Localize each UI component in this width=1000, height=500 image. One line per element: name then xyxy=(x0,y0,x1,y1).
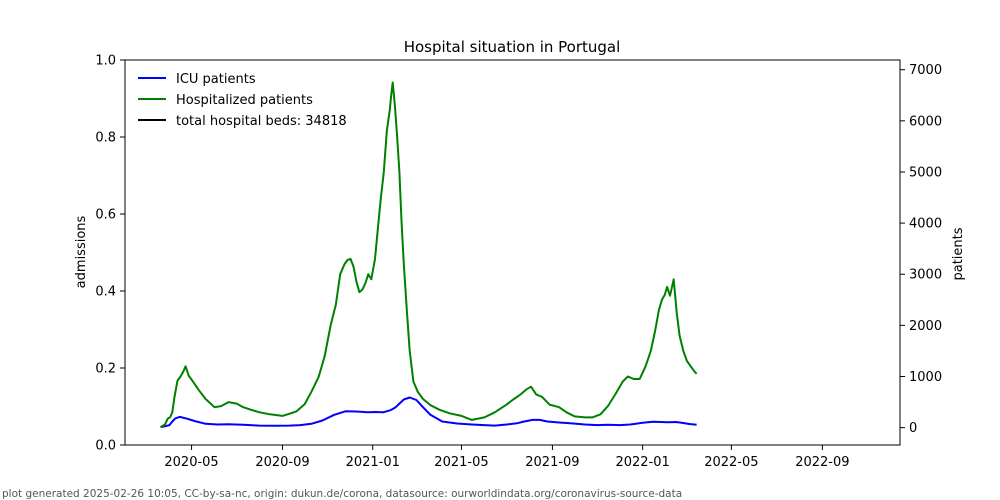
x-tick-label: 2020-05 xyxy=(164,455,218,470)
right-y-tick-label: 4000 xyxy=(909,217,942,232)
legend-label-icu: ICU patients xyxy=(176,72,256,87)
left-y-axis-label: admissions xyxy=(74,215,89,288)
left-y-tick-label: 0.2 xyxy=(95,362,116,377)
left-y-axis: 0.0 0.2 0.4 0.6 0.8 1.0 xyxy=(95,54,125,454)
left-y-tick-label: 1.0 xyxy=(95,54,116,69)
left-y-tick-label: 0.4 xyxy=(95,285,116,300)
plot-area xyxy=(124,59,901,446)
right-y-tick-label: 5000 xyxy=(909,165,942,180)
x-tick-label: 2022-09 xyxy=(795,455,849,470)
right-y-tick-label: 2000 xyxy=(909,319,942,334)
legend-label-total-beds: total hospital beds: 34818 xyxy=(176,114,347,129)
left-y-tick-label: 0.8 xyxy=(95,131,116,146)
right-y-tick-label: 1000 xyxy=(909,370,942,385)
right-y-tick-label: 0 xyxy=(909,421,917,436)
footer-credit: plot generated 2025-02-26 10:05, CC-by-s… xyxy=(2,488,682,500)
x-axis: 2020-05 2020-09 2021-01 2021-05 2021-09 2022-… xyxy=(164,445,850,470)
x-tick-label: 2020-09 xyxy=(255,455,309,470)
right-y-tick-label: 6000 xyxy=(909,114,942,129)
series-line-hospitalized-patients xyxy=(159,81,698,428)
left-y-tick-label: 0.0 xyxy=(95,439,116,454)
right-y-tick-label: 3000 xyxy=(909,268,942,283)
axes-frame xyxy=(124,59,901,446)
x-tick-label: 2021-01 xyxy=(346,455,400,470)
chart-title: Hospital situation in Portugal xyxy=(404,38,621,56)
right-y-tick-label: 7000 xyxy=(909,63,942,78)
right-y-axis-label: patients xyxy=(951,227,966,280)
x-tick-label: 2021-05 xyxy=(434,455,488,470)
series-line-icu-patients xyxy=(160,396,697,429)
right-y-axis: 0 1000 2000 3000 4000 5000 6000 7000 xyxy=(900,63,942,436)
legend: ICU patients Hospitalized patients total… xyxy=(138,72,347,129)
x-tick-label: 2021-09 xyxy=(525,455,579,470)
x-tick-label: 2022-01 xyxy=(615,455,669,470)
legend-label-hospitalized: Hospitalized patients xyxy=(176,93,313,108)
series-layer xyxy=(159,81,698,429)
x-tick-label: 2022-05 xyxy=(704,455,758,470)
left-y-tick-label: 0.6 xyxy=(95,208,116,223)
